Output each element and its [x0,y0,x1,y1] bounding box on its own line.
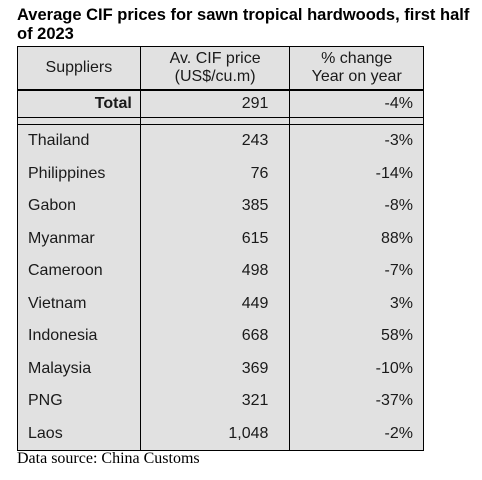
header-price: Av. CIF price (US$/cu.m) [139,46,291,91]
supplier-name: PNG [17,385,141,418]
supplier-name: Laos [17,417,141,451]
spacer-row [17,117,424,125]
table-title: Average CIF prices for sawn tropical har… [17,6,470,43]
supplier-rows: Thailand 243 -3% Philippines 76 -14% Gabon 385-… [17,124,424,451]
header-change: % change Year on year [289,46,424,91]
price-table: Suppliers Av. CIF price (US$/cu.m) % cha… [17,46,424,451]
supplier-name: Cameroon [17,255,141,288]
supplier-change: -7% [289,255,424,288]
supplier-change: -10% [289,352,424,385]
supplier-change: -14% [289,157,424,190]
supplier-price: 498 [139,255,291,288]
table-row: Cameroon 498 -7% [17,255,424,288]
supplier-name: Indonesia [17,320,141,353]
supplier-price: 1,048 [139,417,291,451]
supplier-change: -8% [289,190,424,223]
header-price-line2: (US$/cu.m) [174,68,256,85]
supplier-change: 3% [289,287,424,320]
supplier-price: 668 [139,320,291,353]
supplier-name: Vietnam [17,287,141,320]
supplier-name: Thailand [17,124,141,158]
header-change-line1: % change [321,50,393,67]
supplier-price: 243 [139,124,291,158]
table-row: PNG 321 -37% [17,385,424,418]
supplier-price: 385 [139,190,291,223]
supplier-price: 76 [139,157,291,190]
supplier-name: Philippines [17,157,141,190]
supplier-change: 58% [289,320,424,353]
table-row: Thailand 243 -3% [17,124,424,158]
supplier-change: -37% [289,385,424,418]
table-row: Vietnam 449 3% [17,287,424,320]
supplier-change: -3% [289,124,424,158]
supplier-price: 321 [139,385,291,418]
supplier-price: 449 [139,287,291,320]
supplier-name: Malaysia [17,352,141,385]
total-label: Total [17,89,141,118]
supplier-price: 369 [139,352,291,385]
header-change-line2: Year on year [311,68,402,85]
header-suppliers: Suppliers [17,46,141,91]
table-row: Myanmar 615 88% [17,222,424,255]
supplier-price: 615 [139,222,291,255]
header-row: Suppliers Av. CIF price (US$/cu.m) % cha… [17,46,424,91]
table-row: Laos 1,048 -2% [17,417,424,451]
data-source-note: Data source: China Customs [17,450,200,467]
total-price: 291 [139,89,291,118]
table-row: Malaysia 369 -10% [17,352,424,385]
table-row: Philippines 76 -14% [17,157,424,190]
supplier-name: Myanmar [17,222,141,255]
supplier-change: -2% [289,417,424,451]
table-row: Gabon 385 -8% [17,190,424,223]
total-row: Total 291 -4% [17,89,424,118]
total-change: -4% [289,89,424,118]
supplier-change: 88% [289,222,424,255]
header-price-line1: Av. CIF price [169,50,261,67]
supplier-name: Gabon [17,190,141,223]
table-row: Indonesia 668 58% [17,320,424,353]
